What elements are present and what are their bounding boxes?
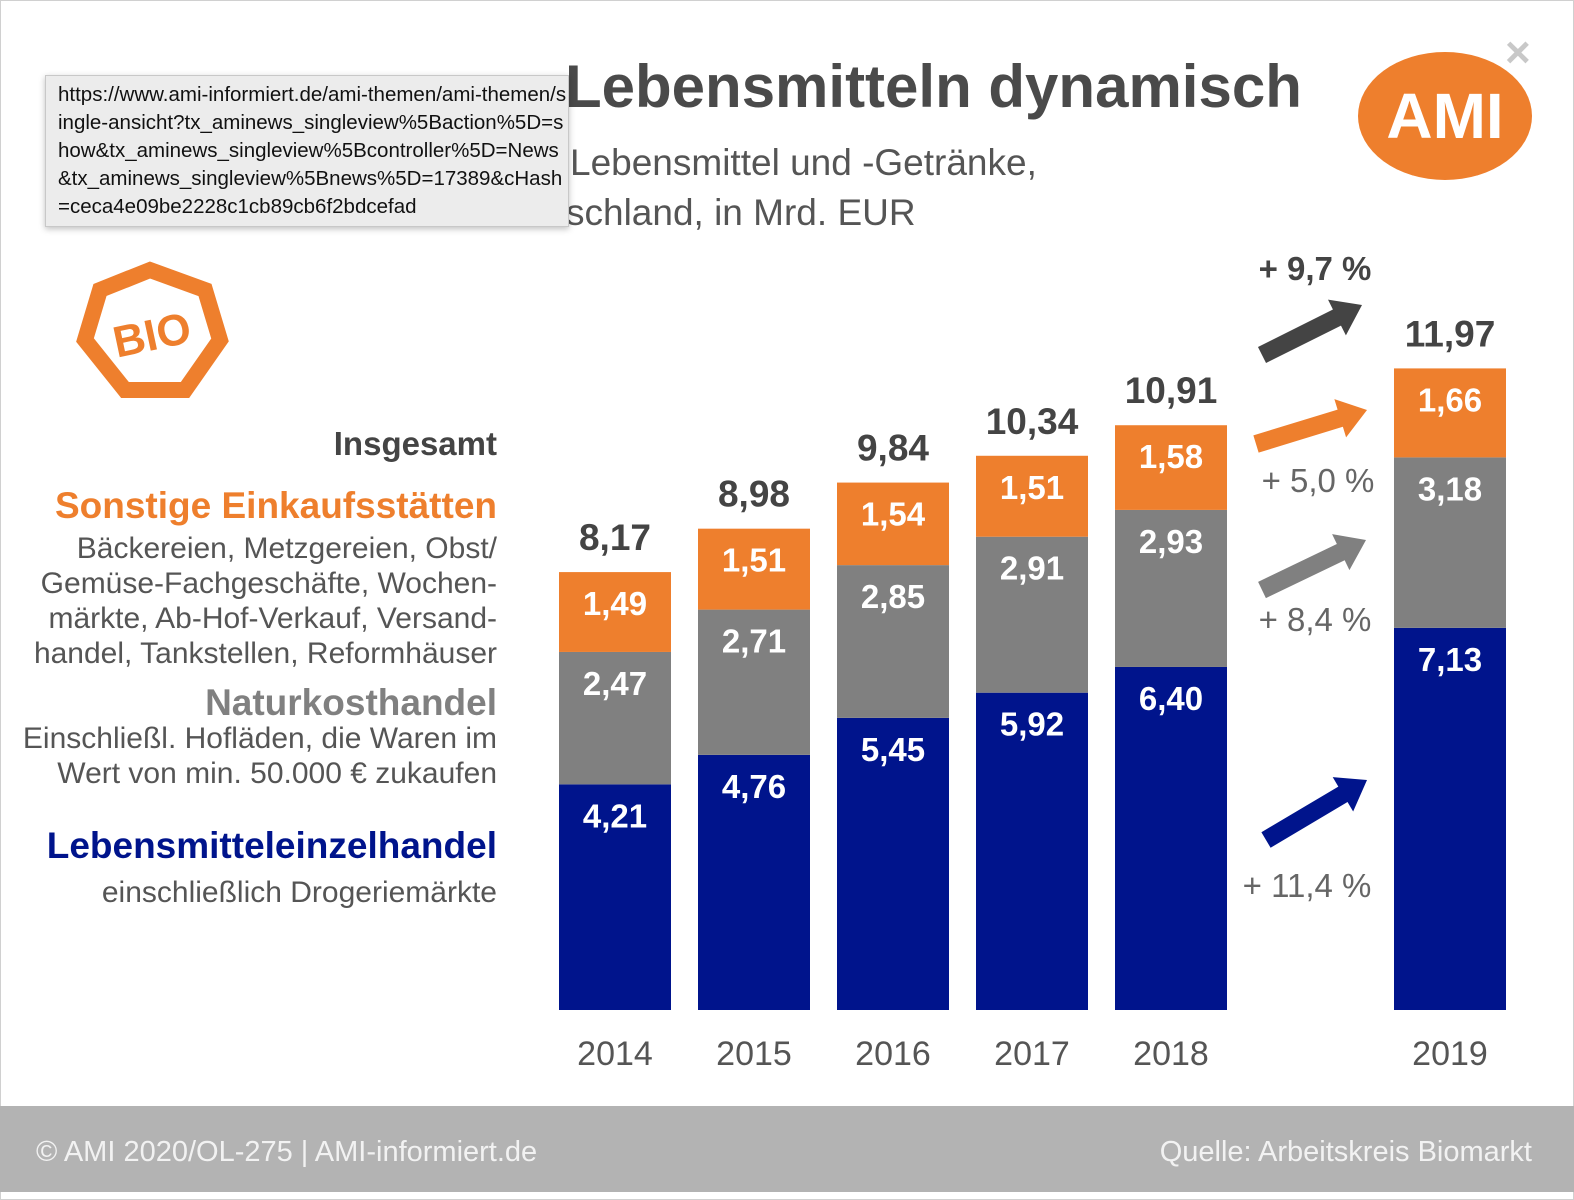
growth-label-3: + 11,4 %: [1243, 867, 1372, 904]
bar-segment-2019-2: [1394, 368, 1506, 458]
bar-label-2017-1: 2,91: [1000, 550, 1064, 587]
total-label-2018: 10,91: [1125, 370, 1218, 411]
legend-natur-desc-2: Wert von min. 50.000 € zukaufen: [57, 757, 497, 790]
bar-segment-2018-2: [1115, 425, 1227, 510]
footer-source: Quelle: Arbeitskreis Biomarkt: [1159, 1136, 1532, 1168]
x-tick-2016: 2016: [855, 1035, 931, 1073]
subtitle-line-2: schland, in Mrd. EUR: [566, 192, 916, 233]
bar-label-2015-1: 2,71: [722, 623, 786, 660]
legend-sonstige-desc-2: Gemüse-Fachgeschäfte, Wochen-: [40, 567, 497, 600]
legend-total: Insgesamt: [333, 425, 497, 462]
bio-logo: BIO: [76, 261, 229, 398]
growth-label-2: + 8,4 %: [1259, 601, 1372, 638]
bar-label-2014-1: 2,47: [583, 665, 647, 702]
legend-sonstige-desc-3: märkte, Ab-Hof-Verkauf, Versand-: [48, 602, 497, 635]
bar-segment-2014-2: [559, 572, 671, 652]
bar-label-2018-0: 6,40: [1139, 680, 1203, 717]
bar-segment-2016-1: [837, 565, 949, 718]
ami-logo: AMI: [1358, 52, 1532, 180]
bar-segment-2018-0: [1115, 666, 1227, 1010]
close-icon[interactable]: ×: [1505, 28, 1531, 77]
legend-lebensmittel-desc: einschließlich Drogeriemärkte: [101, 876, 497, 909]
legend-sonstige-desc-1: Bäckereien, Metzgereien, Obst/: [76, 532, 497, 565]
legend-lebensmittel: Lebensmitteleinzelhandel: [46, 825, 497, 866]
bar-segment-2019-0: [1394, 627, 1506, 1010]
bar-label-2016-2: 1,54: [861, 496, 926, 533]
bar-label-2014-2: 1,49: [583, 585, 647, 622]
x-tick-2019: 2019: [1412, 1035, 1488, 1073]
bar-segment-2015-1: [698, 609, 810, 755]
total-label-2017: 10,34: [986, 401, 1079, 442]
link-tooltip: https://www.ami-informiert.de/ami-themen…: [45, 75, 569, 227]
bar-label-2019-2: 1,66: [1418, 381, 1482, 418]
bar-segment-2014-1: [559, 651, 671, 785]
legend-natur-desc-1: Einschließl. Hofläden, die Waren im: [22, 722, 497, 755]
stacked-bar-chart: 4,21 2,47 1,49 8,17 2014 4,76 2,71 1,51 8,98 2015…: [559, 250, 1506, 1073]
legend-natur: Naturkosthandel: [205, 682, 497, 723]
x-tick-2017: 2017: [994, 1035, 1070, 1073]
bar-label-2015-0: 4,76: [722, 768, 786, 805]
growth-label-1: + 5,0 %: [1262, 462, 1375, 499]
bar-segment-2014-0: [559, 784, 671, 1010]
bar-segment-2015-0: [698, 754, 810, 1010]
bar-segment-2017-2: [976, 455, 1088, 537]
total-label-2014: 8,17: [579, 517, 651, 558]
bar-segment-2016-2: [837, 482, 949, 566]
bar-segment-2015-2: [698, 528, 810, 610]
legend-sonstige: Sonstige Einkaufsstätten: [54, 485, 497, 526]
bar-label-2018-1: 2,93: [1139, 523, 1203, 560]
bar-segment-2019-1: [1394, 457, 1506, 628]
total-label-2019: 11,97: [1405, 313, 1496, 354]
bar-segment-2017-1: [976, 536, 1088, 693]
total-label-2015: 8,98: [718, 474, 790, 515]
bar-segment-2017-0: [976, 692, 1088, 1010]
footer-copyright[interactable]: © AMI 2020/OL-275 | AMI-informiert.de: [36, 1136, 538, 1168]
bar-segment-2016-0: [837, 717, 949, 1010]
bar-label-2016-1: 2,85: [861, 578, 925, 615]
bar-label-2017-2: 1,51: [1000, 469, 1064, 506]
bar-label-2018-2: 1,58: [1139, 438, 1203, 475]
growth-arrow-3: [1261, 777, 1367, 848]
x-tick-2018: 2018: [1133, 1035, 1209, 1073]
bar-label-2014-0: 4,21: [583, 797, 647, 834]
bar-label-2019-0: 7,13: [1418, 641, 1482, 678]
growth-label-0: + 9,7 %: [1259, 250, 1372, 287]
x-tick-2014: 2014: [577, 1035, 653, 1073]
bar-label-2016-0: 5,45: [861, 731, 925, 768]
footer-bar: © AMI 2020/OL-275 | AMI-informiert.de Qu…: [0, 1106, 1574, 1192]
x-tick-2015: 2015: [716, 1035, 792, 1073]
chart-title: Lebensmitteln dynamisch: [565, 53, 1302, 120]
bar-label-2019-1: 3,18: [1418, 470, 1482, 507]
growth-arrow-0: [1257, 299, 1362, 364]
bar-segment-2018-1: [1115, 509, 1227, 667]
subtitle-line-1: Lebensmittel und -Getränke,: [570, 142, 1037, 183]
legend-sonstige-desc-4: handel, Tankstellen, Reformhäuser: [33, 637, 497, 670]
total-label-2016: 9,84: [857, 428, 929, 469]
growth-arrow-2: [1258, 534, 1366, 599]
growth-arrow-1: [1253, 399, 1367, 453]
bar-label-2017-0: 5,92: [1000, 706, 1064, 743]
bar-label-2015-2: 1,51: [722, 542, 786, 579]
